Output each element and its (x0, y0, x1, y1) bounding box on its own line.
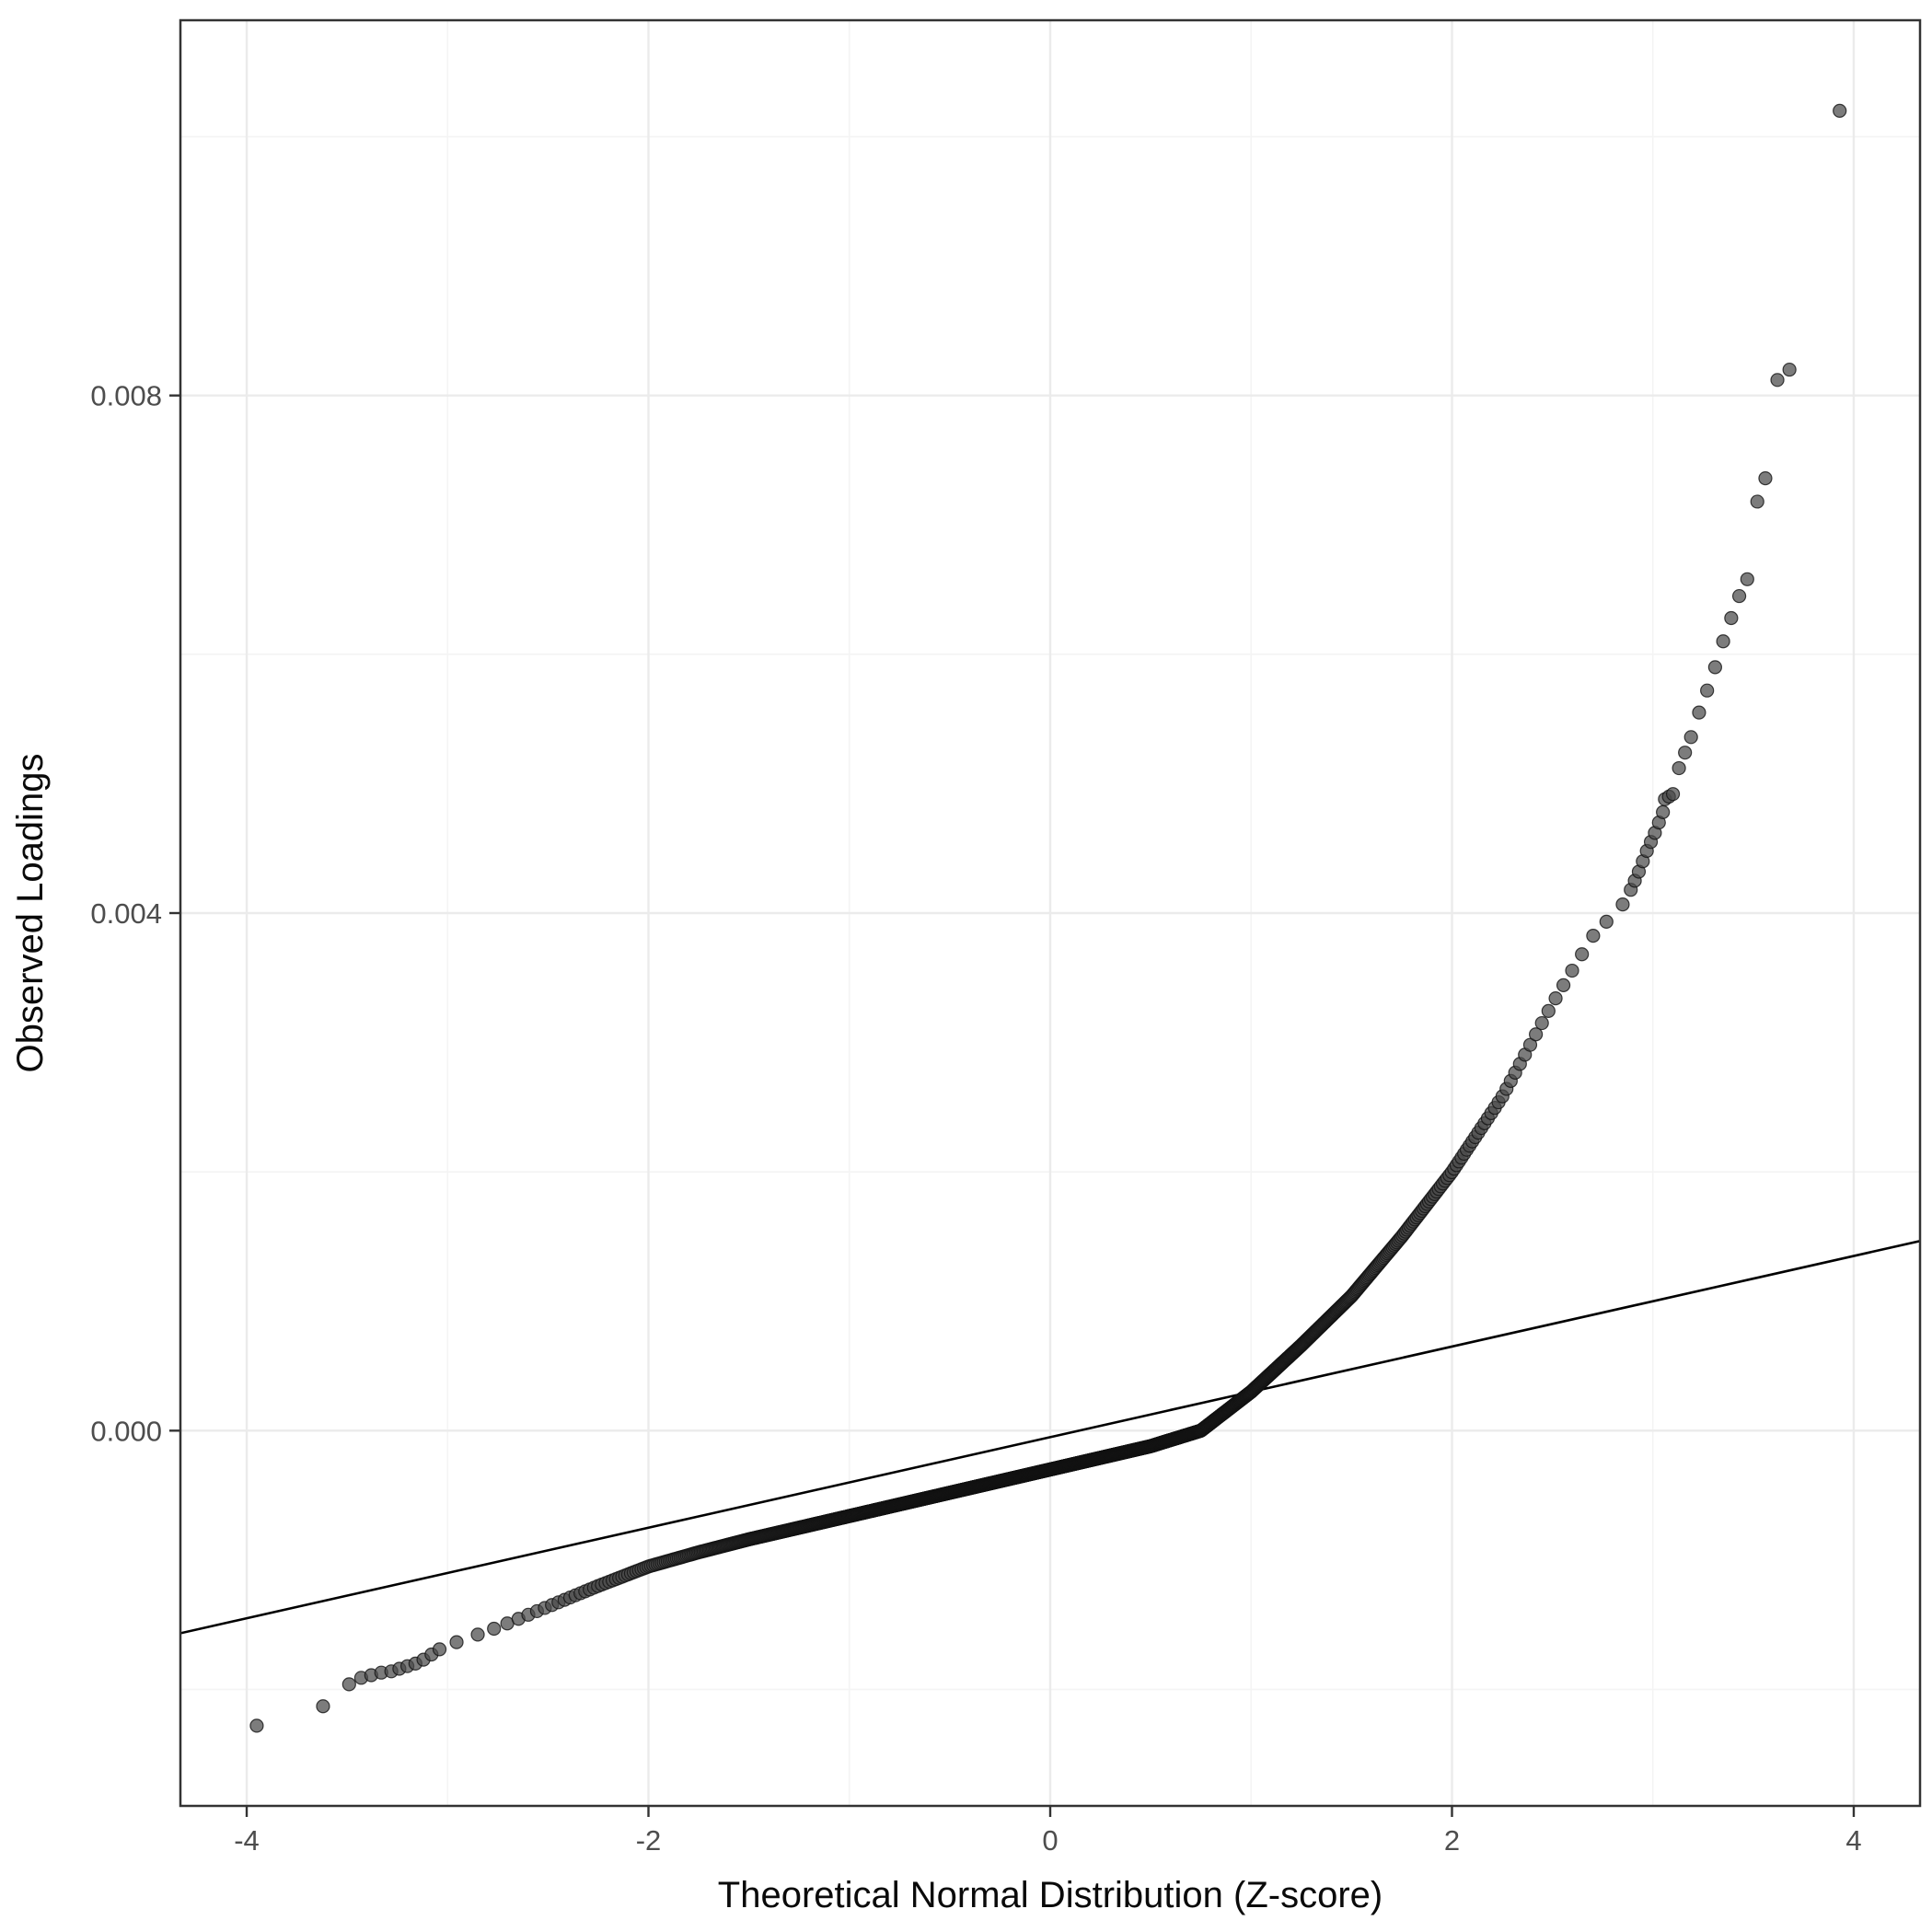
outlier-point-upper (1724, 610, 1739, 626)
outlier-point-upper (1683, 730, 1698, 745)
x-tick-label: 4 (1845, 1824, 1861, 1857)
outlier-point-upper (1700, 683, 1715, 698)
data-point (1529, 1027, 1544, 1042)
outlier-point-upper (1656, 804, 1671, 819)
y-tick-label: 0.004 (90, 897, 162, 930)
data-point (1615, 897, 1630, 912)
outlier-point-lower (249, 1718, 264, 1733)
reference-line-layer (180, 1240, 1920, 1635)
outlier-point-upper (1750, 494, 1764, 509)
outlier-point-upper (1758, 471, 1773, 486)
outlier-point-upper (1740, 572, 1754, 586)
outlier-point-upper (1716, 634, 1730, 649)
y-tick-label: 0.008 (90, 380, 162, 412)
data-point (1556, 978, 1571, 992)
x-tick-label: 0 (1042, 1824, 1058, 1857)
data-point (1565, 963, 1579, 978)
outlier-point-upper (1731, 588, 1747, 604)
y-axis-title: Observed Loadings (10, 754, 51, 1073)
data-point (1599, 914, 1614, 929)
axis-tick-labels: -4 -2 0 2 4 0.000 0.004 0.008 (90, 380, 1861, 1857)
grid-major (180, 20, 1920, 1806)
outlier-point-upper (1782, 362, 1797, 377)
outlier-point-lower (316, 1699, 330, 1714)
data-point (1534, 1015, 1549, 1031)
y-tick-label: 0.000 (90, 1415, 162, 1447)
data-point (1586, 929, 1601, 943)
outlier-point-upper (1692, 705, 1706, 720)
data-point (1541, 1003, 1556, 1018)
data-point (1575, 947, 1590, 962)
outlier-point-lower (432, 1642, 447, 1657)
data-point (470, 1627, 485, 1642)
outlier-point-upper (1707, 660, 1722, 675)
data-point (487, 1621, 502, 1637)
x-tick-label: 2 (1444, 1824, 1460, 1857)
data-point (449, 1635, 464, 1649)
data-point (1548, 991, 1563, 1006)
outlier-point-lower (341, 1677, 356, 1692)
x-axis-title: Theoretical Normal Distribution (Z-score… (718, 1875, 1382, 1915)
outlier-point-upper (1770, 373, 1785, 388)
scatter-points-layer (249, 103, 1847, 1733)
outlier-point-upper (1833, 103, 1847, 119)
outlier-point-upper (1678, 746, 1693, 760)
x-tick-label: -4 (234, 1824, 260, 1857)
axis-tick-marks (169, 394, 1856, 1817)
qq-reference-line (180, 1240, 1920, 1635)
outlier-point-upper (1672, 760, 1686, 776)
outlier-point-upper (1665, 787, 1681, 802)
x-tick-label: -2 (636, 1824, 662, 1857)
